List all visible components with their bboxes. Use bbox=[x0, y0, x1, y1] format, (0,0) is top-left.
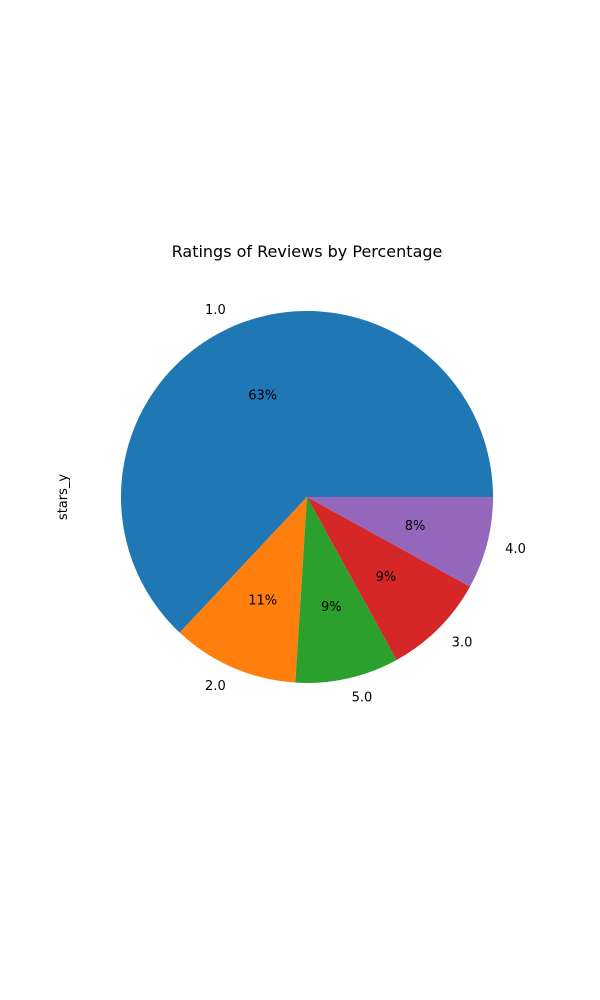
slice-percentage-2-0: 11% bbox=[248, 593, 277, 608]
slice-label-4-0: 4.0 bbox=[505, 542, 526, 557]
pie-slices bbox=[121, 310, 493, 684]
slice-label-5-0: 5.0 bbox=[352, 691, 373, 706]
slice-label-1-0: 1.0 bbox=[205, 303, 226, 318]
pie-slice-5-0 bbox=[295, 497, 397, 684]
chart-title: Ratings of Reviews by Percentage bbox=[172, 242, 443, 261]
pie-labels: 1.0 63% 2.0 11% 5.0 9% 3.0 9% 4.0 8% bbox=[205, 303, 526, 705]
y-axis-label: stars_y bbox=[56, 474, 71, 520]
slice-percentage-3-0: 9% bbox=[376, 570, 397, 585]
slice-percentage-5-0: 9% bbox=[321, 600, 342, 615]
pie-slice-3-0 bbox=[307, 497, 470, 660]
pie-slice-2-0 bbox=[179, 497, 307, 683]
slice-label-3-0: 3.0 bbox=[452, 636, 473, 651]
pie-slice-1-0 bbox=[121, 310, 493, 633]
slice-percentage-4-0: 8% bbox=[405, 519, 426, 534]
slice-percentage-1-0: 63% bbox=[248, 389, 277, 404]
pie-slice-4-0 bbox=[307, 497, 493, 587]
slice-label-2-0: 2.0 bbox=[205, 679, 226, 694]
